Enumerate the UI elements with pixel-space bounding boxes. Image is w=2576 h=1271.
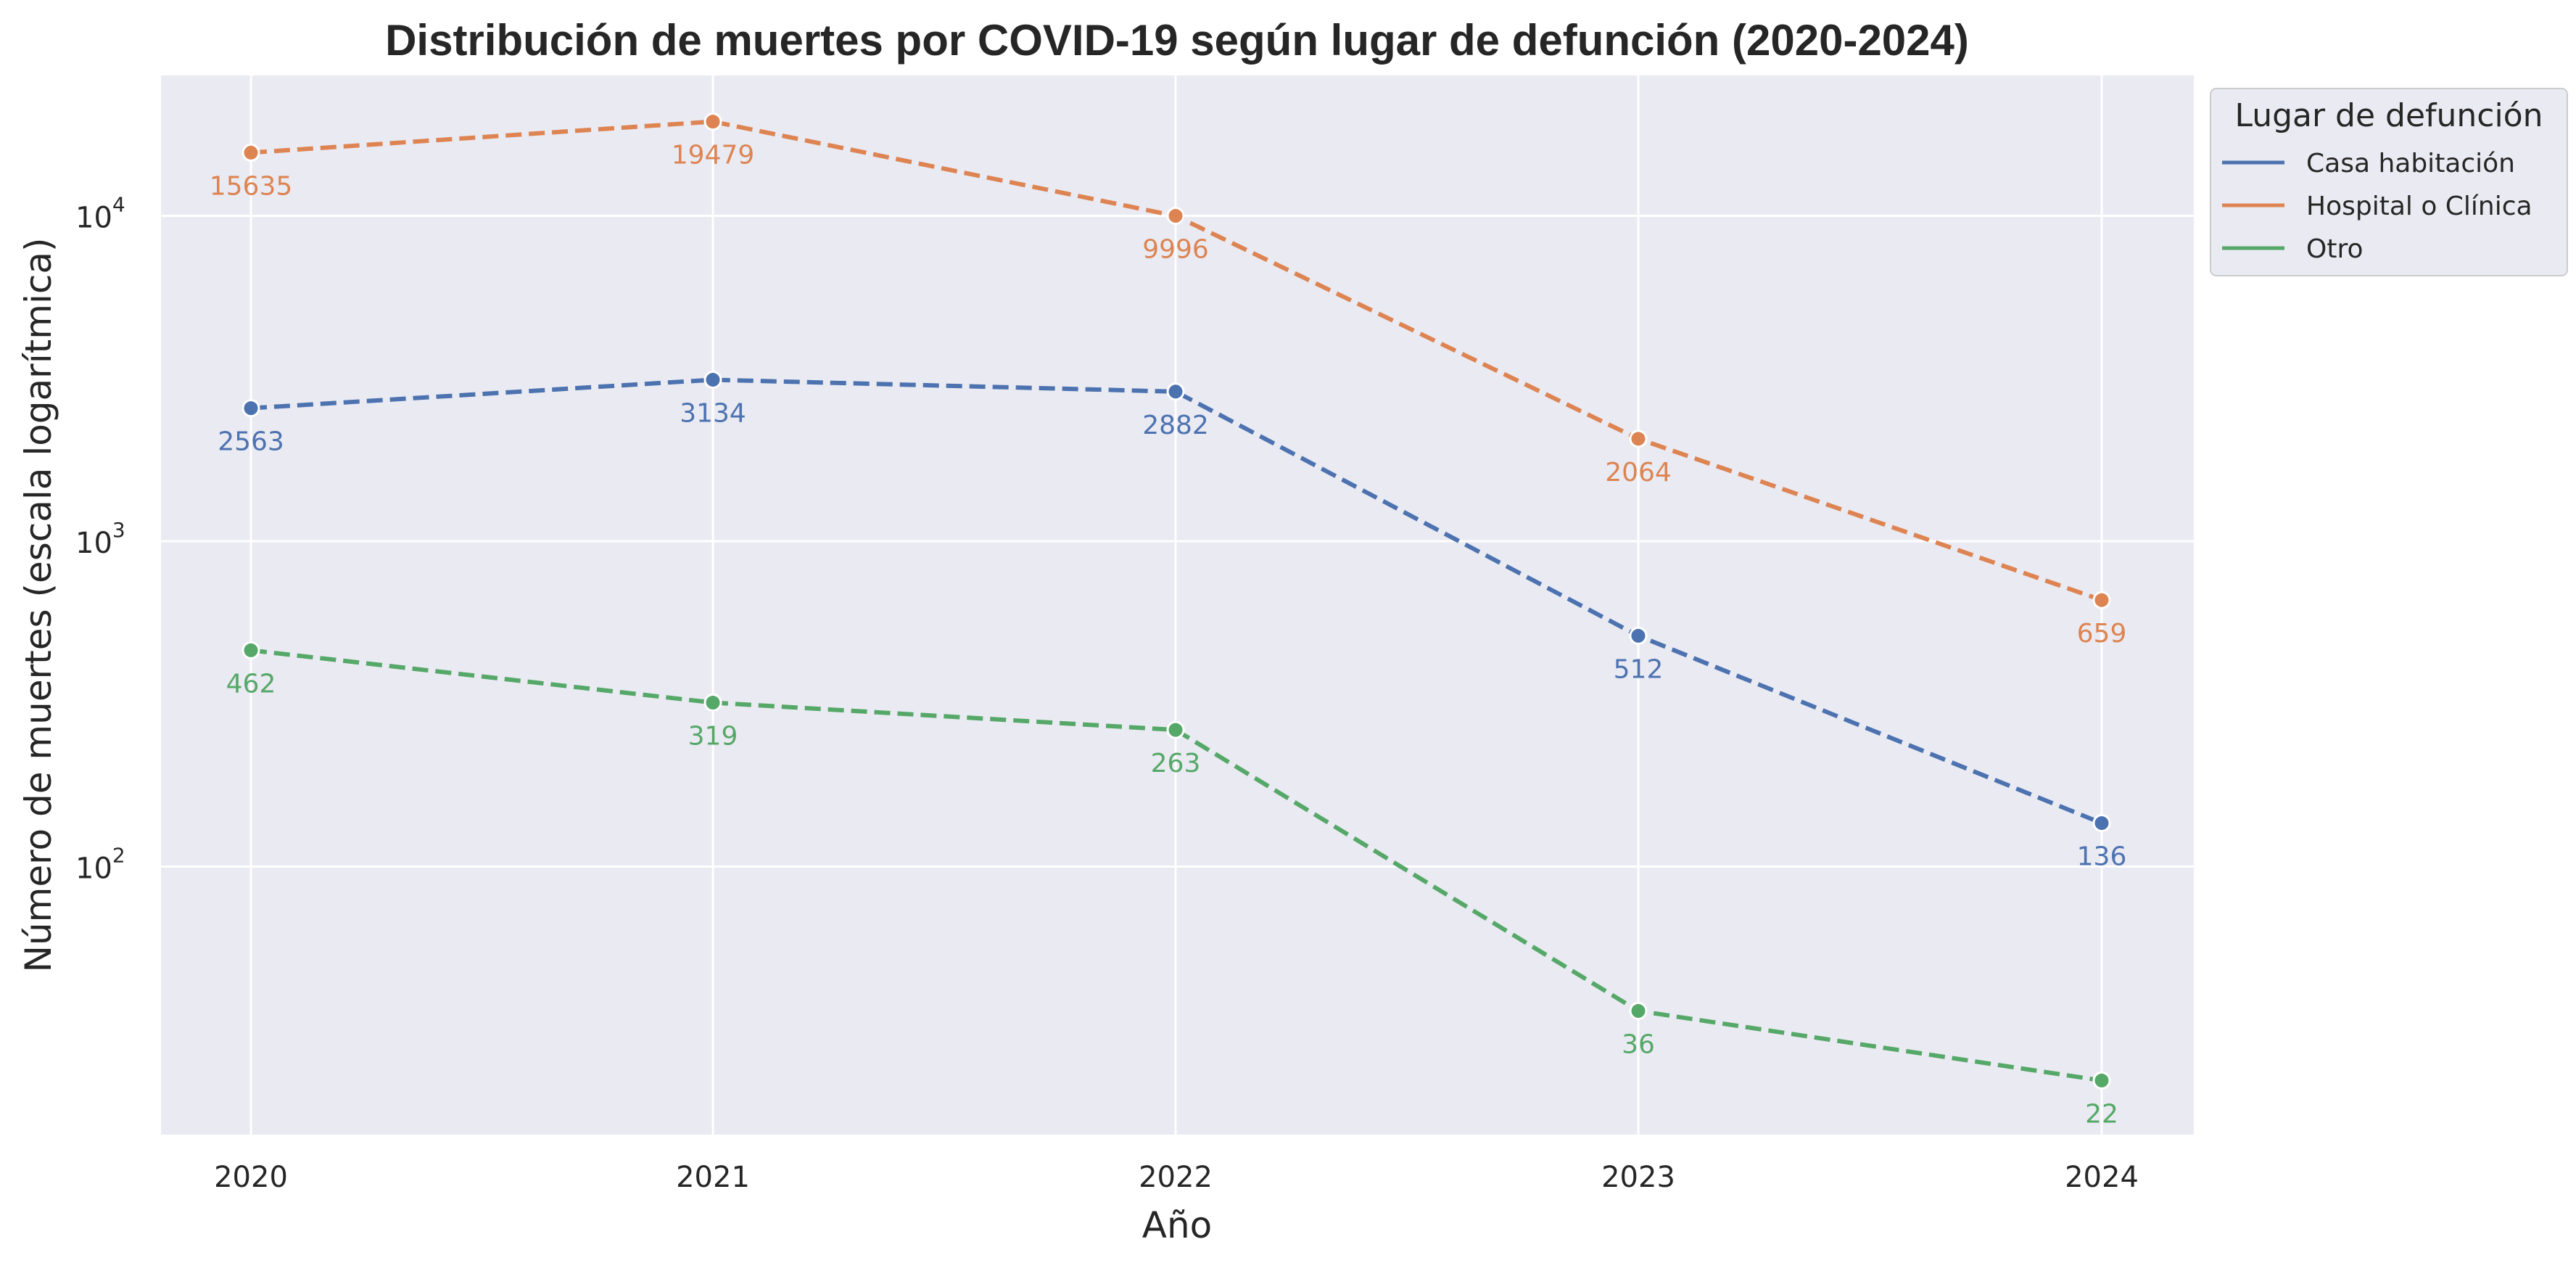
data-label-casa-habitacion: 3134 [680, 398, 746, 428]
data-label-otro: 319 [688, 722, 738, 752]
data-label-hospital-o-clinica: 2064 [1605, 458, 1672, 488]
data-point-otro [1629, 1001, 1648, 1020]
data-label-casa-habitacion: 136 [2077, 842, 2127, 872]
x-tick-labels: 2020 2021 2022 2023 2024 [214, 1161, 2139, 1194]
data-point-otro [2092, 1071, 2111, 1090]
data-label-otro: 263 [1151, 749, 1201, 778]
series-line-casa-habitacion [250, 377, 2103, 826]
y-tick-label: 102 [75, 843, 125, 885]
data-label-hospital-o-clinica: 659 [2077, 619, 2127, 649]
x-tick-label: 2024 [2065, 1161, 2139, 1194]
x-axis-label: Año [1142, 1204, 1212, 1246]
data-point-hospital-o-clinica [2092, 591, 2111, 609]
data-point-otro [242, 641, 260, 659]
x-tick-label: 2021 [676, 1161, 750, 1194]
data-point-hospital-o-clinica [1629, 429, 1648, 448]
data-point-casa-habitacion [703, 370, 722, 389]
legend-title: Lugar de defunción [2234, 97, 2543, 134]
x-tick-label: 2022 [1139, 1161, 1213, 1194]
y-tick-labels: 102 103 104 [75, 192, 125, 885]
data-label-casa-habitacion: 2563 [218, 427, 284, 457]
data-label-hospital-o-clinica: 9996 [1142, 235, 1209, 265]
x-tick-label: 2020 [214, 1161, 288, 1194]
data-point-casa-habitacion [242, 399, 260, 418]
data-point-casa-habitacion [1629, 626, 1648, 645]
legend-box [2210, 88, 2568, 276]
y-tick-label: 104 [75, 192, 125, 234]
legend-label: Otro [2306, 234, 2364, 264]
legend-label: Casa habitación [2306, 149, 2515, 178]
legend: Lugar de defunción Casa habitación Hospit… [2210, 88, 2568, 276]
legend-label: Hospital o Clínica [2306, 192, 2532, 221]
series-points [242, 112, 2111, 1090]
data-point-hospital-o-clinica [703, 112, 722, 131]
data-labels: 2563 3134 2882 512 136 15635 19479 9996 2064 659 4… [210, 141, 2127, 1130]
y-tick-label: 103 [75, 518, 125, 560]
data-label-casa-habitacion: 2882 [1142, 411, 1209, 440]
plot-area [161, 75, 2194, 1135]
data-point-otro [703, 694, 722, 712]
data-point-hospital-o-clinica [242, 143, 260, 162]
data-point-hospital-o-clinica [1166, 207, 1185, 226]
legend-items: Casa habitación Hospital o Clínica Otro [2222, 149, 2532, 264]
data-point-casa-habitacion [1166, 382, 1185, 401]
data-point-otro [1166, 720, 1185, 739]
x-tick-label: 2023 [1601, 1161, 1675, 1194]
data-label-casa-habitacion: 512 [1614, 654, 1664, 684]
data-label-otro: 462 [226, 669, 276, 699]
data-label-otro: 22 [2085, 1099, 2118, 1129]
y-axis-label: Número de muertes (escala logarítmica) [17, 238, 59, 973]
data-label-hospital-o-clinica: 19479 [672, 141, 755, 170]
chart-title: Distribución de muertes por COVID-19 seg… [385, 16, 1969, 65]
data-label-hospital-o-clinica: 15635 [210, 171, 293, 201]
data-point-casa-habitacion [2092, 814, 2111, 833]
data-label-otro: 36 [1622, 1029, 1655, 1059]
